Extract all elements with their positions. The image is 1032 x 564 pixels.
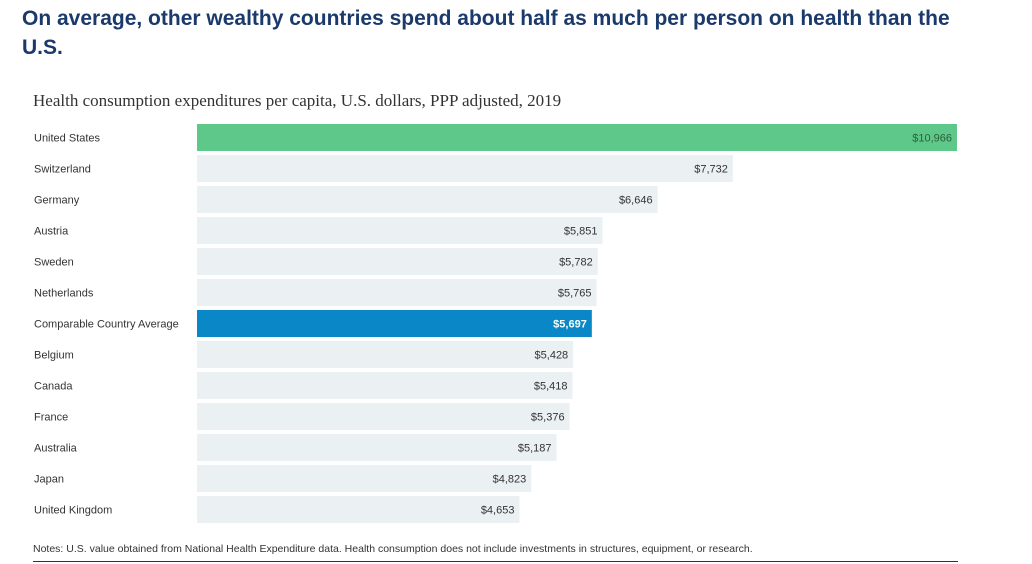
bar-france bbox=[197, 403, 570, 430]
category-label-switzerland: Switzerland bbox=[34, 164, 91, 176]
bar-germany bbox=[197, 186, 658, 213]
category-label-japan: Japan bbox=[34, 474, 64, 486]
category-label-canada: Canada bbox=[34, 381, 73, 393]
bar-switzerland bbox=[197, 155, 733, 182]
bar-netherlands bbox=[197, 279, 597, 306]
bar-australia bbox=[197, 434, 557, 461]
category-label-australia: Australia bbox=[34, 443, 78, 455]
category-label-austria: Austria bbox=[34, 226, 69, 238]
page-headline: On average, other wealthy countries spen… bbox=[22, 7, 950, 59]
value-label-comparable-country-average: $5,697 bbox=[553, 319, 587, 331]
bar-united-states bbox=[197, 124, 957, 151]
value-label-belgium: $5,428 bbox=[535, 350, 569, 362]
value-label-united-states: $10,966 bbox=[912, 133, 952, 145]
value-label-france: $5,376 bbox=[531, 412, 565, 424]
value-label-canada: $5,418 bbox=[534, 381, 568, 393]
value-label-japan: $4,823 bbox=[493, 474, 527, 486]
bottom-divider bbox=[33, 561, 958, 562]
category-label-united-states: United States bbox=[34, 133, 101, 145]
bar-comparable-country-average bbox=[197, 310, 592, 337]
bar-chart: United States $10,966 Switzerland $7,732 Ger… bbox=[34, 124, 957, 523]
category-label-belgium: Belgium bbox=[34, 350, 74, 362]
category-label-sweden: Sweden bbox=[34, 257, 74, 269]
category-label-netherlands: Netherlands bbox=[34, 288, 94, 300]
value-label-austria: $5,851 bbox=[564, 226, 598, 238]
category-label-united-kingdom: United Kingdom bbox=[34, 505, 112, 517]
value-label-australia: $5,187 bbox=[518, 443, 552, 455]
category-label-germany: Germany bbox=[34, 195, 80, 207]
value-label-netherlands: $5,765 bbox=[558, 288, 592, 300]
value-label-sweden: $5,782 bbox=[559, 257, 593, 269]
bar-japan bbox=[197, 465, 532, 492]
value-label-united-kingdom: $4,653 bbox=[481, 505, 515, 517]
chart-title: Health consumption expenditures per capi… bbox=[33, 91, 562, 110]
bar-canada bbox=[197, 372, 573, 399]
bar-belgium bbox=[197, 341, 574, 368]
value-label-switzerland: $7,732 bbox=[694, 164, 728, 176]
value-label-germany: $6,646 bbox=[619, 195, 653, 207]
category-label-comparable-country-average: Comparable Country Average bbox=[34, 319, 179, 331]
chart-notes: Notes: U.S. value obtained from National… bbox=[33, 543, 753, 555]
category-label-france: France bbox=[34, 412, 68, 424]
bar-united-kingdom bbox=[197, 496, 520, 523]
bar-sweden bbox=[197, 248, 598, 275]
bar-austria bbox=[197, 217, 603, 244]
